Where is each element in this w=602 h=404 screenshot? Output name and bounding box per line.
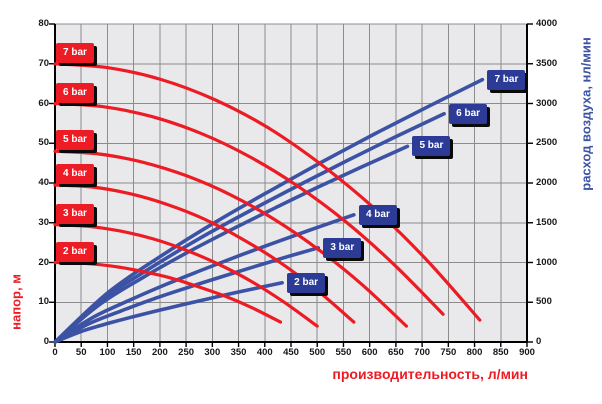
x-tick-label: 300	[204, 347, 221, 358]
series-label-head-2bar: 2 bar	[56, 241, 94, 262]
y-right-tick-label: 2500	[536, 137, 558, 149]
y-right-axis-title: расход воздуха, нл/мин	[578, 37, 594, 191]
y-left-tick-label: 30	[38, 216, 49, 228]
series-label-air-3bar: 3 bar	[323, 237, 362, 258]
x-tick-label: 650	[387, 347, 404, 358]
x-tick-label: 0	[52, 347, 58, 358]
y-left-tick-label: 0	[43, 336, 49, 347]
y-right-tick-label: 500	[536, 296, 552, 308]
y-left-tick-label: 40	[38, 177, 49, 188]
series-label-head-4bar: 4 bar	[56, 163, 94, 184]
x-tick-label: 50	[75, 347, 87, 358]
curve-head-7bar	[53, 62, 482, 322]
y-left-tick-label: 10	[38, 296, 49, 308]
curve-air-7bar	[53, 77, 485, 344]
series-label-air-5bar: 5 bar	[412, 136, 451, 157]
y-right-tick-label: 1500	[536, 216, 558, 228]
y-right-tick-label: 2000	[536, 177, 558, 188]
y-left-tick-label: 80	[38, 18, 49, 29]
y-left-tick-label: 50	[38, 137, 49, 149]
x-tick-label: 750	[440, 347, 457, 358]
x-tick-label: 500	[309, 347, 326, 358]
x-axis-title: производительность, л/мин	[332, 366, 528, 382]
x-tick-label: 400	[256, 347, 273, 358]
x-tick-label: 900	[519, 347, 535, 358]
y-right-tick-label: 3000	[536, 97, 558, 109]
series-label-air-2bar: 2 bar	[287, 272, 326, 293]
series-label-air-7bar: 7 bar	[487, 69, 526, 90]
curve-head-3bar	[53, 223, 319, 328]
series-label-head-3bar: 3 bar	[56, 203, 94, 224]
y-right-tick-label: 1000	[536, 256, 558, 268]
series-label-head-7bar: 7 bar	[56, 42, 94, 63]
x-tick-label: 700	[414, 347, 431, 358]
series-label-air-6bar: 6 bar	[449, 103, 488, 124]
series-label-head-5bar: 5 bar	[56, 130, 94, 151]
x-tick-label: 350	[230, 347, 247, 358]
curve-head-2bar	[53, 260, 283, 324]
curve-air-6bar	[53, 112, 446, 344]
x-tick-label: 600	[361, 347, 378, 358]
x-tick-label: 850	[492, 347, 509, 358]
curve-air-2bar	[53, 281, 284, 344]
x-tick-label: 250	[178, 347, 195, 358]
x-tick-label: 200	[151, 347, 168, 358]
x-tick-label: 550	[335, 347, 352, 358]
curve-head-5bar	[53, 149, 408, 328]
x-tick-label: 450	[283, 347, 299, 358]
curve-air-5bar	[53, 144, 410, 344]
x-tick-label: 100	[99, 347, 116, 358]
y-right-tick-label: 0	[536, 336, 542, 347]
y-left-tick-label: 60	[38, 97, 49, 109]
y-right-tick-label: 4000	[536, 18, 558, 29]
y-right-tick-label: 3500	[536, 57, 558, 69]
x-tick-label: 800	[466, 347, 483, 358]
series-label-head-6bar: 6 bar	[56, 82, 94, 103]
x-tick-label: 150	[125, 347, 142, 358]
y-left-tick-label: 20	[38, 256, 49, 268]
curve-air-4bar	[53, 213, 356, 344]
y-left-tick-label: 70	[38, 57, 49, 69]
series-label-air-4bar: 4 bar	[358, 204, 397, 225]
curve-head-6bar	[53, 101, 445, 316]
